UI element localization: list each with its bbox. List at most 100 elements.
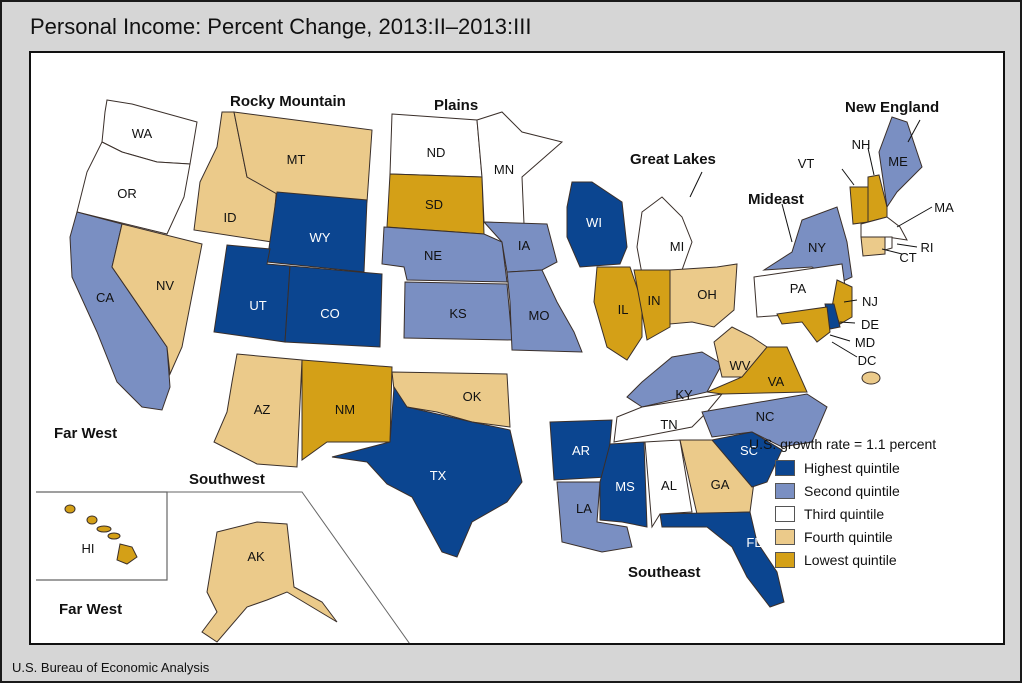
state-nc[interactable] xyxy=(701,393,828,448)
svg-text:Southwest: Southwest xyxy=(189,471,265,488)
svg-text:OR: OR xyxy=(117,186,137,201)
svg-text:GA: GA xyxy=(711,477,730,492)
state-tx[interactable] xyxy=(331,385,523,558)
legend-swatch xyxy=(775,482,795,499)
region-labels: Rocky Mountain Plains Great Lakes New En… xyxy=(54,93,939,618)
svg-text:KS: KS xyxy=(449,306,467,321)
state-ne[interactable] xyxy=(381,226,508,283)
svg-text:MD: MD xyxy=(855,335,875,350)
state-dc[interactable] xyxy=(861,371,881,385)
svg-text:VT: VT xyxy=(798,156,815,171)
state-vt[interactable] xyxy=(849,186,869,225)
svg-text:MN: MN xyxy=(494,162,514,177)
svg-text:UT: UT xyxy=(249,298,266,313)
state-in[interactable] xyxy=(633,269,671,341)
state-co[interactable] xyxy=(284,265,383,348)
svg-text:NV: NV xyxy=(156,278,174,293)
svg-text:ME: ME xyxy=(888,154,908,169)
state-labels: WA OR CA NV ID MT WY UT CO ND SD MN NE I… xyxy=(82,126,955,564)
state-az[interactable] xyxy=(213,353,303,468)
svg-text:MA: MA xyxy=(934,200,954,215)
svg-text:VA: VA xyxy=(768,374,785,389)
state-me[interactable] xyxy=(878,116,923,209)
us-map: WA OR CA NV ID MT WY UT CO ND SD MN NE I… xyxy=(36,93,955,648)
legend-swatch xyxy=(775,505,795,522)
svg-text:MS: MS xyxy=(615,479,635,494)
legend-item-lowest: Lowest quintile xyxy=(775,548,969,571)
state-wi[interactable] xyxy=(566,181,628,268)
legend-item-second: Second quintile xyxy=(775,479,969,502)
state-ms[interactable] xyxy=(599,441,648,528)
legend-item-fourth: Fourth quintile xyxy=(775,525,969,548)
svg-text:CO: CO xyxy=(320,306,340,321)
legend-header: U.S. growth rate = 1.1 percent xyxy=(749,436,937,452)
svg-text:Plains: Plains xyxy=(434,97,478,114)
svg-text:SC: SC xyxy=(740,443,758,458)
svg-text:OK: OK xyxy=(463,389,482,404)
svg-text:WA: WA xyxy=(132,126,153,141)
source-note: U.S. Bureau of Economic Analysis xyxy=(12,660,210,675)
state-mo[interactable] xyxy=(506,269,583,353)
svg-text:ID: ID xyxy=(224,210,237,225)
state-nv[interactable] xyxy=(111,223,203,376)
state-il[interactable] xyxy=(593,266,643,361)
svg-text:Southeast: Southeast xyxy=(628,564,701,581)
svg-text:Far West: Far West xyxy=(59,601,122,618)
legend: U.S. growth rate = 1.1 percent Highest q… xyxy=(749,436,969,571)
state-oh[interactable] xyxy=(669,263,738,328)
svg-text:OH: OH xyxy=(697,287,717,302)
state-nj[interactable] xyxy=(831,279,853,325)
svg-text:MT: MT xyxy=(287,152,306,167)
state-ky[interactable] xyxy=(626,351,723,408)
svg-text:IL: IL xyxy=(618,302,629,317)
svg-text:NE: NE xyxy=(424,248,442,263)
svg-text:NY: NY xyxy=(808,240,826,255)
svg-text:WI: WI xyxy=(586,215,602,230)
svg-text:CA: CA xyxy=(96,290,114,305)
state-sc[interactable] xyxy=(711,431,783,488)
svg-text:AL: AL xyxy=(661,478,677,493)
state-nh[interactable] xyxy=(867,174,888,223)
state-or[interactable] xyxy=(76,141,191,235)
svg-text:DC: DC xyxy=(858,353,877,368)
state-md[interactable] xyxy=(776,306,831,343)
svg-text:SD: SD xyxy=(425,197,443,212)
svg-text:LA: LA xyxy=(576,501,592,516)
legend-swatch xyxy=(775,459,795,476)
svg-text:AK: AK xyxy=(247,549,265,564)
svg-text:Far West: Far West xyxy=(54,425,117,442)
svg-text:KY: KY xyxy=(675,387,693,402)
svg-text:NM: NM xyxy=(335,402,355,417)
svg-text:NC: NC xyxy=(756,409,775,424)
svg-text:AR: AR xyxy=(572,443,590,458)
state-al[interactable] xyxy=(644,439,693,529)
svg-text:AZ: AZ xyxy=(254,402,271,417)
state-mi[interactable] xyxy=(636,196,693,275)
state-fl[interactable] xyxy=(659,511,785,608)
svg-text:DE: DE xyxy=(861,317,879,332)
map-panel: WA OR CA NV ID MT WY UT CO ND SD MN NE I… xyxy=(29,51,1005,648)
svg-text:NJ: NJ xyxy=(862,294,878,309)
svg-text:MO: MO xyxy=(529,308,550,323)
state-mn[interactable] xyxy=(476,111,564,225)
svg-text:MI: MI xyxy=(670,239,684,254)
state-hi[interactable] xyxy=(64,504,138,565)
state-ak[interactable] xyxy=(201,521,338,643)
svg-text:IN: IN xyxy=(648,293,661,308)
svg-text:FL: FL xyxy=(746,535,761,550)
svg-text:Great Lakes: Great Lakes xyxy=(630,151,716,168)
legend-swatch xyxy=(775,528,795,545)
state-ga[interactable] xyxy=(679,439,755,515)
svg-text:New England: New England xyxy=(845,99,939,116)
state-ri[interactable] xyxy=(884,236,893,251)
svg-text:HI: HI xyxy=(82,541,95,556)
svg-text:RI: RI xyxy=(921,240,934,255)
state-nm[interactable] xyxy=(301,359,393,461)
svg-text:WV: WV xyxy=(730,358,751,373)
svg-text:IA: IA xyxy=(518,238,531,253)
svg-text:Mideast: Mideast xyxy=(748,191,804,208)
svg-text:WY: WY xyxy=(310,230,331,245)
svg-text:TN: TN xyxy=(660,417,677,432)
svg-text:TX: TX xyxy=(430,468,447,483)
state-ct[interactable] xyxy=(860,236,886,257)
